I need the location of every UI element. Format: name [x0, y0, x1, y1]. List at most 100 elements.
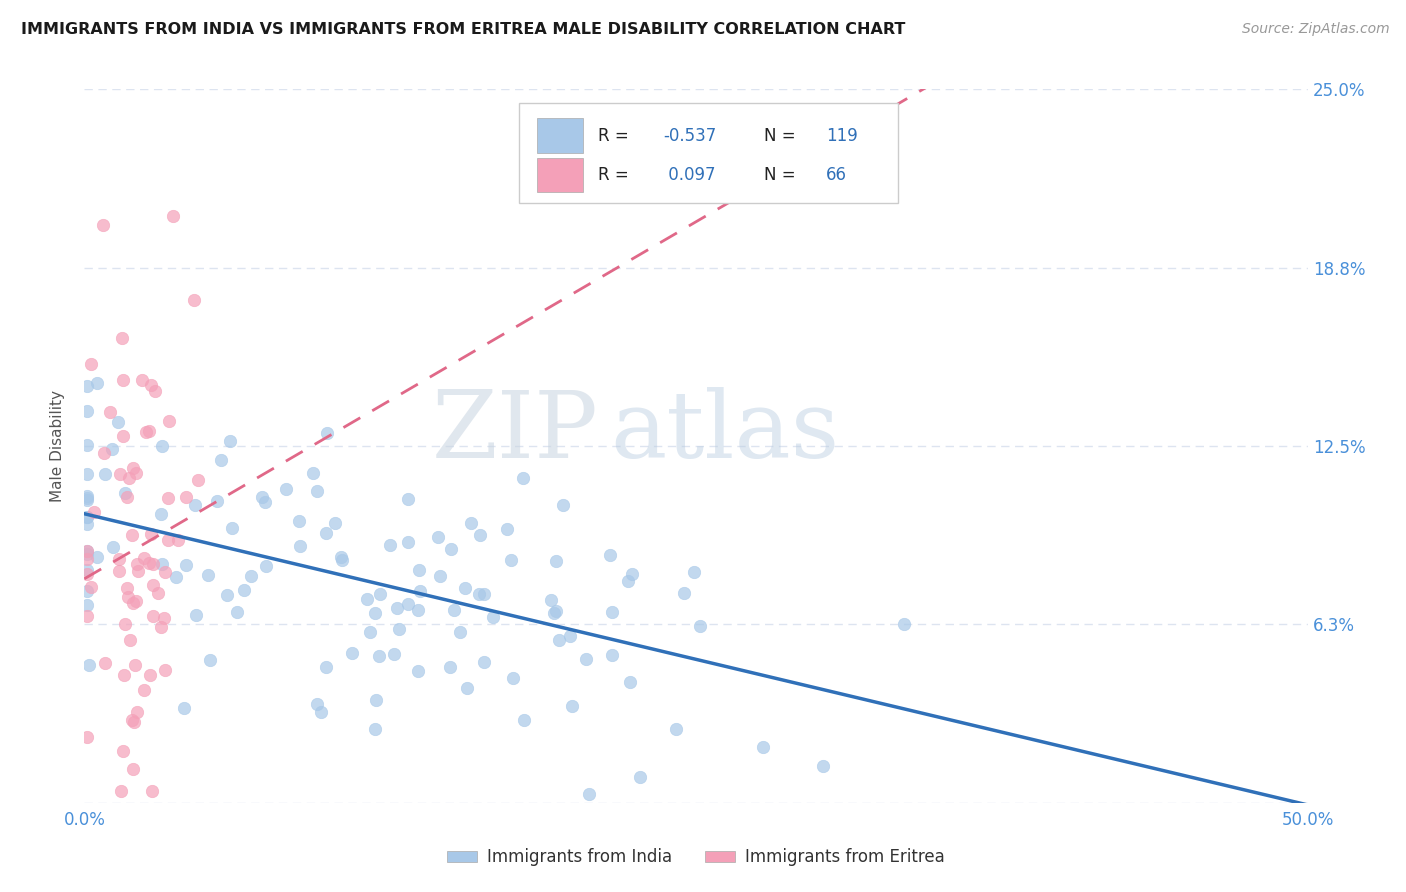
- Point: [139, 668, 162, 682]
- Point: [368, 587, 391, 601]
- Point: [315, 660, 337, 674]
- Point: [79, 657, 101, 672]
- Point: [162, 210, 184, 224]
- Point: [408, 563, 430, 577]
- Point: [600, 605, 623, 619]
- Point: [546, 604, 568, 618]
- Point: [153, 611, 176, 625]
- Point: [118, 633, 141, 648]
- Point: [329, 550, 352, 565]
- Point: [443, 603, 465, 617]
- Point: [440, 541, 463, 556]
- Point: [219, 434, 242, 448]
- Point: [307, 697, 329, 711]
- Point: [305, 484, 328, 499]
- Point: [112, 429, 135, 443]
- Point: [76, 510, 98, 524]
- Point: [122, 461, 145, 475]
- Point: [121, 528, 143, 542]
- Point: [76, 584, 98, 599]
- Point: [544, 554, 567, 568]
- Point: [233, 583, 256, 598]
- Point: [481, 609, 503, 624]
- Point: [142, 557, 165, 571]
- Point: [142, 609, 165, 624]
- Point: [628, 770, 651, 784]
- Point: [502, 671, 524, 685]
- Point: [76, 567, 98, 582]
- Point: [184, 499, 207, 513]
- Text: 66: 66: [825, 166, 846, 184]
- Text: 119: 119: [825, 127, 858, 145]
- Point: [127, 564, 149, 578]
- Point: [396, 597, 419, 611]
- Point: [94, 467, 117, 481]
- Point: [499, 553, 522, 567]
- Point: [396, 534, 419, 549]
- Point: [134, 551, 156, 566]
- Point: [117, 591, 139, 605]
- Text: R =: R =: [598, 127, 634, 145]
- Text: -0.537: -0.537: [664, 127, 716, 145]
- Point: [363, 723, 385, 737]
- Point: [543, 606, 565, 620]
- Point: [449, 625, 471, 640]
- Point: [225, 606, 247, 620]
- Point: [187, 473, 209, 487]
- Point: [380, 538, 402, 552]
- Point: [76, 551, 98, 566]
- Point: [101, 442, 124, 456]
- Point: [513, 713, 536, 727]
- Point: [665, 722, 688, 736]
- Point: [150, 508, 173, 522]
- Point: [127, 705, 149, 719]
- Point: [359, 625, 381, 640]
- Point: [124, 657, 146, 672]
- Point: [673, 586, 696, 600]
- Point: [108, 565, 131, 579]
- Text: N =: N =: [765, 166, 801, 184]
- Point: [396, 492, 419, 507]
- Point: [108, 551, 131, 566]
- Point: [142, 578, 165, 592]
- Point: [311, 705, 333, 719]
- Point: [426, 530, 449, 544]
- Point: [456, 681, 478, 695]
- Point: [83, 506, 105, 520]
- Point: [76, 438, 98, 452]
- Bar: [537, 119, 583, 153]
- Point: [138, 557, 160, 571]
- Point: [388, 622, 411, 636]
- Point: [186, 608, 208, 623]
- Point: [76, 492, 98, 507]
- Point: [330, 553, 353, 567]
- Point: [122, 714, 145, 729]
- Point: [76, 544, 98, 558]
- Point: [121, 713, 143, 727]
- Point: [125, 467, 148, 481]
- Point: [893, 617, 915, 632]
- Point: [141, 784, 163, 798]
- Point: [122, 596, 145, 610]
- Point: [112, 668, 135, 682]
- Point: [408, 583, 430, 598]
- Point: [110, 331, 132, 345]
- Point: [86, 376, 108, 391]
- Point: [215, 588, 238, 602]
- Point: [301, 466, 323, 480]
- Point: [211, 453, 233, 467]
- Point: [356, 592, 378, 607]
- Point: [512, 471, 534, 485]
- Point: [79, 580, 101, 594]
- Point: [620, 566, 643, 581]
- Point: [252, 490, 274, 504]
- Point: [135, 425, 157, 440]
- Point: [115, 581, 138, 595]
- Point: [143, 384, 166, 398]
- Point: [207, 493, 229, 508]
- Point: [406, 664, 429, 678]
- Point: [125, 557, 148, 571]
- Legend: Immigrants from India, Immigrants from Eritrea: Immigrants from India, Immigrants from E…: [440, 842, 952, 873]
- Point: [575, 651, 598, 665]
- Point: [382, 647, 405, 661]
